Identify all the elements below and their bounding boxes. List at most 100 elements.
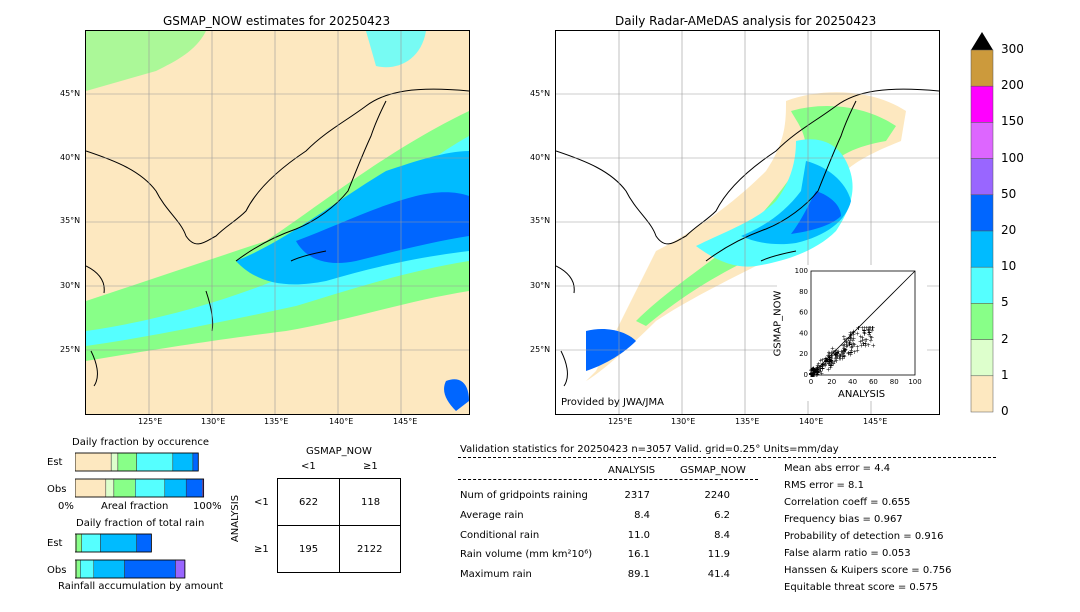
scatter-xtick-80: 80 (890, 378, 899, 386)
scatter-point: + (811, 371, 816, 378)
scatter-point: + (809, 372, 814, 379)
scatter-point: + (847, 341, 852, 348)
scatter-point: + (827, 357, 832, 364)
scatter-point: + (868, 338, 873, 345)
scatter-point: + (851, 329, 856, 336)
scatter-point: + (811, 371, 816, 378)
scatter-point: + (867, 330, 872, 337)
scatter-xlabel: ANALYSIS (838, 389, 886, 400)
scatter-point: + (834, 358, 839, 365)
scatter-point: + (833, 356, 838, 363)
scatter-point: + (826, 349, 831, 356)
bar-seg-est-0 (75, 452, 112, 472)
scatter-point: + (842, 353, 847, 360)
scatter-point: + (815, 370, 820, 377)
scatter-point: + (855, 347, 860, 354)
scatter-xtick-60: 60 (869, 378, 878, 386)
colorbar-svg (970, 32, 994, 413)
scatter-point: + (811, 368, 816, 375)
scatter-point: + (850, 338, 855, 345)
scatter-point: + (810, 372, 815, 379)
bar-seg-obs-1 (76, 559, 81, 579)
scatter-point: + (813, 368, 818, 375)
scatter-point: + (824, 357, 829, 364)
scatter-point: + (849, 347, 854, 354)
stat-label-3: Rain volume (mm km²10⁶) (460, 549, 593, 560)
scatter-point: + (810, 372, 815, 379)
occurrence-title: Daily fraction by occurence (72, 437, 210, 448)
scatter-point: + (820, 363, 825, 370)
right-lon-130: 130°E (671, 417, 696, 426)
colorbar-tick-5: 5 (1001, 295, 1009, 310)
colorbar-swatch-0 (970, 49, 994, 87)
scatter-point: + (810, 372, 815, 379)
colorbar-tick-300: 300 (1001, 42, 1024, 56)
colorbar-tick-0: 0 (1001, 404, 1009, 418)
scatter-point: + (812, 371, 817, 378)
scatter-point: + (870, 325, 875, 332)
scatter-point: + (830, 346, 835, 353)
left-coastlines (86, 88, 469, 387)
scatter-point: + (835, 351, 840, 358)
colorbar-tick-100: 100 (1001, 150, 1024, 165)
colorbar-tick-1: 1 (1001, 367, 1009, 382)
scatter-point: + (811, 368, 816, 375)
scatter-point: + (848, 350, 853, 357)
left-lat-45: 45°N (60, 89, 81, 98)
colorbar-tick-20: 20 (1001, 223, 1017, 237)
scatter-point: + (838, 356, 843, 363)
scatter-point: + (840, 350, 845, 357)
score-6: Hanssen & Kuipers score = 0.756 (784, 565, 952, 576)
left-lon-125: 125°E (138, 417, 163, 426)
right-lat-25: 25°N (530, 345, 551, 354)
scatter-point: + (852, 349, 857, 356)
stat-gsmap-2: 8.4 (714, 530, 730, 541)
occurrence-axis-left: 0% (58, 501, 74, 512)
right-lon-135: 135°E (735, 417, 760, 426)
scatter-point: + (829, 356, 834, 363)
scatter-point: + (827, 357, 832, 364)
scatter-point: + (814, 369, 819, 376)
validation-col-analysis: ANALYSIS (608, 465, 656, 476)
scatter-point: + (810, 372, 815, 379)
scatter-point: + (837, 355, 842, 362)
scatter-point: + (828, 363, 833, 370)
scatter-point: + (856, 325, 861, 332)
score-0: Mean abs error = 4.4 (784, 463, 891, 474)
scatter-point: + (844, 343, 849, 350)
scatter-point: + (828, 365, 833, 372)
scatter-point: + (837, 353, 842, 360)
scatter-point: + (871, 342, 876, 349)
scatter-point: + (851, 329, 856, 336)
score-4: Probability of detection = 0.916 (784, 531, 944, 542)
score-5: False alarm ratio = 0.053 (784, 548, 911, 559)
scatter-point: + (827, 358, 832, 365)
scatter-point: + (846, 350, 851, 357)
validation-divider (458, 457, 996, 458)
scatter-point: + (812, 367, 817, 374)
colorbar-swatch-2 (970, 122, 994, 159)
scatter-point: + (863, 342, 868, 349)
scatter-point: + (848, 337, 853, 344)
scatter-point: + (829, 353, 834, 360)
left-lon-140: 140°E (329, 417, 354, 426)
scatter-point: + (833, 352, 838, 359)
scatter-point: + (810, 366, 815, 373)
scatter-point: + (825, 357, 830, 364)
scatter-point: + (839, 349, 844, 356)
scatter-point: + (862, 329, 867, 336)
scatter-point: + (810, 372, 815, 379)
right-lon-125: 125°E (608, 417, 633, 426)
right-coastlines (556, 88, 939, 387)
left-lat-35: 35°N (60, 216, 81, 225)
scatter-point: + (862, 328, 867, 335)
total-rain-title: Daily fraction of total rain (76, 518, 205, 529)
occurrence-row-est: Est (47, 457, 63, 468)
scatter-point: + (830, 358, 835, 365)
colorbar (965, 30, 1025, 420)
rain-patch-ne (366, 31, 426, 68)
scatter-point: + (835, 350, 840, 357)
scatter-point: + (814, 366, 819, 373)
scatter-point: + (823, 359, 828, 366)
scatter-point: + (866, 331, 871, 338)
